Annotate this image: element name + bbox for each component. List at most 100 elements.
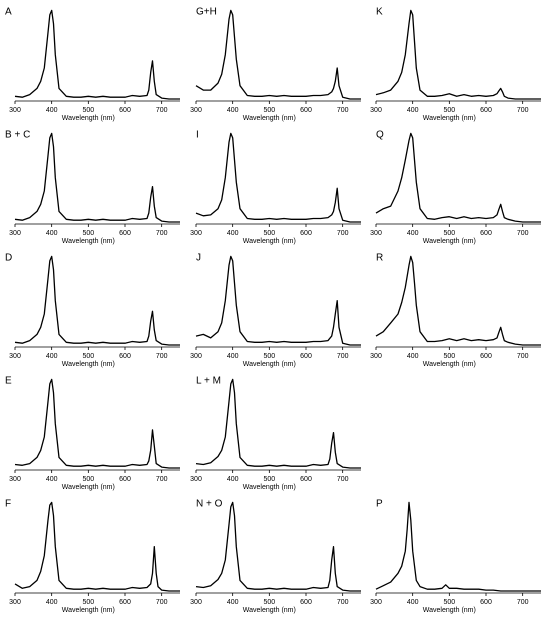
x-tick-label: 300 bbox=[370, 230, 382, 237]
x-tick-label: 500 bbox=[263, 107, 275, 114]
x-tick-label: 300 bbox=[190, 230, 202, 237]
spectrum-line bbox=[375, 501, 541, 592]
x-tick-label: 500 bbox=[263, 476, 275, 483]
spectrum-line bbox=[14, 378, 180, 469]
panel-title: R bbox=[376, 253, 383, 264]
spectrum-line bbox=[195, 378, 361, 469]
x-tick-label: 400 bbox=[227, 230, 239, 237]
x-tick-label: 400 bbox=[227, 599, 239, 606]
x-axis-label: Wavelength (nm) bbox=[243, 238, 296, 245]
spectrum-line bbox=[375, 132, 541, 223]
x-axis-label: Wavelength (nm) bbox=[62, 484, 115, 491]
x-tick-label: 300 bbox=[370, 107, 382, 114]
x-tick-label: 500 bbox=[443, 230, 455, 237]
x-tick-label: 600 bbox=[119, 599, 131, 606]
x-tick-label: 500 bbox=[82, 230, 94, 237]
x-axis-label: Wavelength (nm) bbox=[243, 115, 296, 122]
x-tick-label: 600 bbox=[119, 476, 131, 483]
x-tick-label: 700 bbox=[337, 476, 349, 483]
x-tick-label: 300 bbox=[370, 599, 382, 606]
x-axis-label: Wavelength (nm) bbox=[243, 484, 296, 491]
x-tick-label: 400 bbox=[227, 353, 239, 360]
x-tick-label: 700 bbox=[156, 230, 168, 237]
x-tick-label: 500 bbox=[263, 599, 275, 606]
x-tick-label: 600 bbox=[480, 353, 492, 360]
x-tick-label: 700 bbox=[517, 353, 529, 360]
panel-title: I bbox=[196, 130, 199, 141]
x-tick-label: 700 bbox=[337, 599, 349, 606]
spectrum-line bbox=[195, 255, 361, 346]
x-tick-label: 500 bbox=[443, 353, 455, 360]
x-tick-label: 300 bbox=[190, 476, 202, 483]
x-tick-label: 400 bbox=[407, 599, 419, 606]
x-tick-label: 600 bbox=[300, 353, 312, 360]
x-tick-label: 500 bbox=[82, 107, 94, 114]
panel-title: N + O bbox=[196, 499, 223, 510]
x-tick-label: 600 bbox=[119, 230, 131, 237]
x-axis-label: Wavelength (nm) bbox=[62, 607, 115, 614]
spectrum-line bbox=[195, 501, 361, 592]
x-tick-label: 300 bbox=[9, 107, 21, 114]
x-axis-label: Wavelength (nm) bbox=[62, 115, 115, 122]
spectrum-line bbox=[14, 501, 180, 592]
x-tick-label: 500 bbox=[82, 476, 94, 483]
panel-title: Q bbox=[376, 130, 384, 141]
panel-title: D bbox=[5, 253, 12, 264]
x-axis-label: Wavelength (nm) bbox=[243, 361, 296, 368]
x-tick-label: 400 bbox=[46, 353, 58, 360]
x-tick-label: 300 bbox=[9, 353, 21, 360]
spectrum-line bbox=[14, 9, 180, 100]
x-tick-label: 600 bbox=[300, 599, 312, 606]
x-tick-label: 400 bbox=[46, 107, 58, 114]
x-tick-label: 300 bbox=[190, 353, 202, 360]
x-tick-label: 600 bbox=[300, 476, 312, 483]
x-tick-label: 600 bbox=[119, 353, 131, 360]
x-tick-label: 300 bbox=[9, 230, 21, 237]
spectrum-line bbox=[195, 132, 361, 223]
x-axis-label: Wavelength (nm) bbox=[423, 238, 476, 245]
x-tick-label: 500 bbox=[443, 107, 455, 114]
panel-title: L + M bbox=[196, 376, 221, 387]
panel-title: P bbox=[376, 499, 383, 510]
x-axis-label: Wavelength (nm) bbox=[423, 115, 476, 122]
x-tick-label: 400 bbox=[46, 476, 58, 483]
x-tick-label: 500 bbox=[443, 599, 455, 606]
panel-title: G+H bbox=[196, 7, 217, 18]
x-tick-label: 400 bbox=[46, 599, 58, 606]
x-tick-label: 400 bbox=[407, 107, 419, 114]
x-tick-label: 700 bbox=[156, 353, 168, 360]
x-tick-label: 500 bbox=[263, 230, 275, 237]
x-tick-label: 400 bbox=[46, 230, 58, 237]
x-tick-label: 700 bbox=[156, 599, 168, 606]
x-tick-label: 700 bbox=[337, 353, 349, 360]
x-tick-label: 400 bbox=[227, 107, 239, 114]
x-tick-label: 600 bbox=[300, 230, 312, 237]
spectrum-line bbox=[14, 255, 180, 346]
x-tick-label: 500 bbox=[82, 353, 94, 360]
x-tick-label: 600 bbox=[300, 107, 312, 114]
x-tick-label: 700 bbox=[517, 230, 529, 237]
x-tick-label: 700 bbox=[337, 230, 349, 237]
x-tick-label: 300 bbox=[9, 599, 21, 606]
x-tick-label: 600 bbox=[480, 230, 492, 237]
x-tick-label: 700 bbox=[517, 107, 529, 114]
spectrum-line bbox=[14, 132, 180, 223]
x-tick-label: 300 bbox=[9, 476, 21, 483]
x-tick-label: 600 bbox=[119, 107, 131, 114]
x-tick-label: 700 bbox=[156, 476, 168, 483]
x-axis-label: Wavelength (nm) bbox=[62, 238, 115, 245]
x-tick-label: 300 bbox=[190, 599, 202, 606]
spectrum-line bbox=[375, 9, 541, 100]
x-tick-label: 600 bbox=[480, 107, 492, 114]
panel-title: A bbox=[5, 7, 12, 18]
panel-title: B + C bbox=[5, 130, 30, 141]
x-axis-label: Wavelength (nm) bbox=[62, 361, 115, 368]
spectrum-line bbox=[195, 9, 361, 100]
x-axis-label: Wavelength (nm) bbox=[423, 361, 476, 368]
x-tick-label: 400 bbox=[407, 230, 419, 237]
x-tick-label: 300 bbox=[370, 353, 382, 360]
x-tick-label: 500 bbox=[263, 353, 275, 360]
x-tick-label: 700 bbox=[517, 599, 529, 606]
x-tick-label: 500 bbox=[82, 599, 94, 606]
